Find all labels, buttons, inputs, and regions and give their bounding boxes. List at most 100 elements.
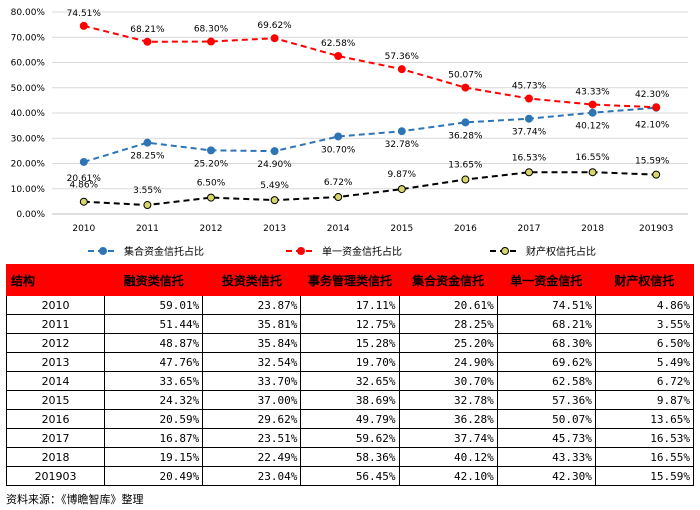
data-point (397, 185, 406, 194)
data-point (270, 196, 279, 205)
table-row: 2012 48.87% 35.84% 15.28% 25.20% 68.30% 6.50% (5, 333, 695, 353)
table-cell: 6.72% (594, 371, 695, 391)
table-row: 2013 47.76% 32.54% 19.70% 24.90% 69.62% 5.49% (5, 352, 695, 372)
legend-label: 集合资金信托占比 (124, 245, 204, 258)
data-label: 36.28% (448, 131, 483, 141)
table-cell: 33.70% (202, 371, 302, 391)
data-point (79, 21, 88, 30)
data-label: 68.30% (194, 25, 229, 35)
legend-swatch-marker (99, 247, 107, 255)
table-cell: 2011 (5, 314, 106, 334)
table-cell: 12.75% (300, 314, 400, 334)
table-cell: 50.07% (496, 409, 596, 429)
data-label: 13.65% (448, 161, 483, 171)
table-row: 2015 24.32% 37.00% 38.69% 32.78% 57.36% 9.87% (5, 390, 695, 410)
table-cell: 2016 (5, 409, 106, 429)
data-label: 25.20% (194, 159, 229, 169)
table-cell: 24.90% (398, 352, 498, 372)
data-point (270, 147, 279, 156)
data-label: 4.86% (70, 181, 99, 191)
table-cell: 2015 (5, 390, 106, 410)
data-point (207, 37, 215, 46)
table-cell: 42.30% (496, 466, 596, 486)
table-cell: 9.87% (594, 390, 695, 410)
y-tick-label: 60.00% (11, 59, 46, 69)
table-cell: 32.54% (202, 352, 302, 372)
data-label: 3.55% (133, 186, 162, 196)
table-cell: 5.49% (594, 352, 695, 372)
table-cell: 36.28% (398, 409, 498, 429)
trust-structure-table: 结构 融资类信托 投资类信托 事务管理类信托 集合资金信托 单一资金信托 财产权信托 201… (5, 264, 695, 486)
table-cell: 35.81% (202, 314, 302, 334)
table-cell: 2013 (5, 352, 106, 372)
table-cell: 40.12% (398, 447, 498, 467)
table-row: 201903 20.49% 23.04% 56.45% 42.10% 42.30% 15.5… (5, 466, 695, 486)
x-tick-label: 2010 (72, 224, 95, 234)
data-label: 37.74% (512, 128, 547, 138)
table-cell: 23.51% (202, 428, 302, 448)
data-point (525, 168, 533, 177)
y-tick-label: 30.00% (11, 134, 46, 144)
table-cell: 25.20% (398, 333, 498, 353)
table-cell: 37.74% (398, 428, 498, 448)
gridlines (52, 11, 688, 215)
table-cell: 62.58% (496, 371, 596, 391)
table-cell: 35.84% (202, 333, 302, 353)
data-label: 40.12% (575, 122, 610, 132)
table-cell: 42.10% (398, 466, 498, 486)
data-point (588, 100, 597, 109)
table-header-cell: 单一资金信托 (496, 264, 596, 296)
table-header-row: 结构 融资类信托 投资类信托 事务管理类信托 集合资金信托 单一资金信托 财产权信托 (5, 264, 695, 296)
table-cell: 20.59% (104, 409, 204, 429)
data-label: 16.55% (575, 153, 610, 163)
data-label: 15.59% (635, 157, 670, 167)
data-point (461, 118, 470, 127)
table-cell: 49.79% (300, 409, 400, 429)
table-cell: 23.87% (202, 295, 302, 315)
table-cell: 3.55% (594, 314, 695, 334)
table-row: 2018 19.15% 22.49% 58.36% 40.12% 43.33% 16.55% (5, 447, 695, 467)
data-point (525, 94, 533, 103)
data-point (525, 114, 533, 123)
x-tick-label: 2014 (327, 224, 350, 234)
table-cell: 59.01% (104, 295, 204, 315)
table-cell: 37.00% (202, 390, 302, 410)
data-label: 43.33% (575, 88, 610, 98)
x-tick-label: 2011 (136, 224, 159, 234)
table-cell: 45.73% (496, 428, 596, 448)
table-row: 2011 51.44% 35.81% 12.75% 28.25% 68.21% 3.55% (5, 314, 695, 334)
data-point (334, 132, 343, 141)
table-body: 2010 59.01% 23.87% 17.11% 20.61% 74.51% 4.86% 2… (5, 295, 695, 486)
table-cell: 56.45% (300, 466, 400, 486)
table-cell: 19.15% (104, 447, 204, 467)
table-cell: 15.28% (300, 333, 400, 353)
table-cell: 2017 (5, 428, 106, 448)
data-label: 20.61% (67, 174, 102, 184)
table-cell: 16.87% (104, 428, 204, 448)
data-point (79, 157, 88, 166)
table-cell: 32.78% (398, 390, 498, 410)
table-cell: 68.30% (496, 333, 596, 353)
legend: 集合资金信托占比 单一资金信托占比 财产权信托占比 (88, 245, 596, 258)
table-cell: 19.70% (300, 352, 400, 372)
series-points (79, 21, 661, 210)
y-tick-label: 0.00% (16, 210, 45, 220)
table-cell: 22.49% (202, 447, 302, 467)
data-label: 28.25% (130, 152, 165, 162)
table-cell: 59.62% (300, 428, 400, 448)
table-header-cell: 投资类信托 (202, 264, 302, 296)
table-cell: 2010 (5, 295, 106, 315)
data-point (461, 83, 470, 92)
legend-label: 财产权信托占比 (526, 245, 596, 258)
table-cell: 201903 (5, 466, 106, 486)
table-cell: 15.59% (594, 466, 695, 486)
table-cell: 58.36% (300, 447, 400, 467)
table-cell: 48.87% (104, 333, 204, 353)
y-axis: 0.00% 10.00% 20.00% 30.00% 40.00% 50.00% 60.00… (11, 8, 46, 220)
data-label: 24.90% (257, 160, 292, 170)
series-lines (83, 24, 657, 207)
y-tick-label: 40.00% (11, 109, 46, 119)
x-tick-label: 2018 (581, 224, 604, 234)
table-cell: 16.53% (594, 428, 695, 448)
data-label: 45.73% (512, 82, 547, 92)
